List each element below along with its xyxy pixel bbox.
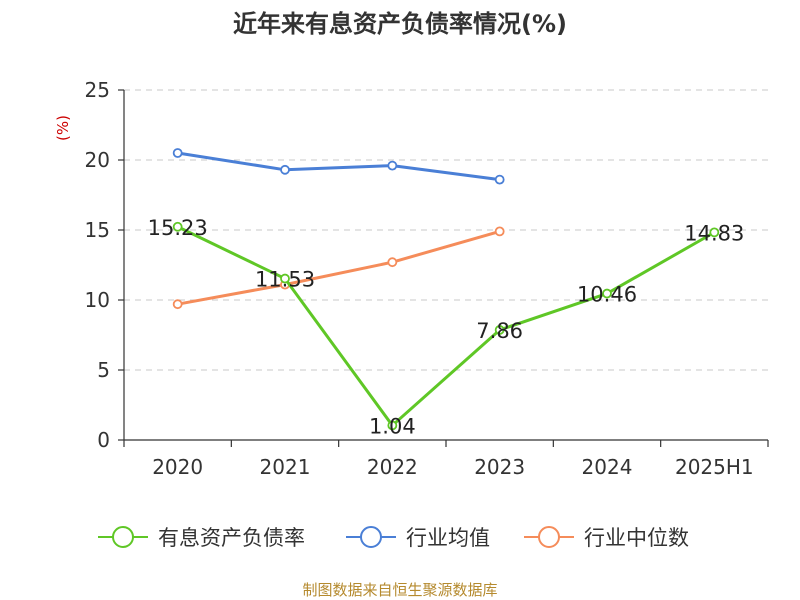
series-group: [172, 148, 720, 431]
data-point: [172, 299, 183, 310]
x-tick-label: 2020: [152, 455, 203, 479]
legend-marker: [360, 526, 382, 548]
legend-marker: [538, 526, 560, 548]
x-tick-label: 2022: [367, 455, 418, 479]
data-point: [280, 164, 290, 175]
data-label: 11.53: [255, 268, 315, 292]
legend-label: 行业中位数: [584, 526, 689, 550]
gridlines: [124, 89, 768, 371]
data-label: 1.04: [369, 414, 416, 438]
data-point: [494, 325, 505, 335]
legend-label: 行业均值: [406, 526, 490, 550]
data-labels: 15.23 11.53 1.04 7.86 10.46 14.83: [148, 216, 745, 439]
data-point: [709, 227, 720, 238]
data-point: [387, 160, 398, 171]
data-point: [172, 221, 183, 232]
data-point: [387, 420, 398, 431]
data-label: 10.46: [577, 283, 637, 307]
x-tick-label: 2023: [474, 455, 525, 479]
legend-label: 有息资产负债率: [158, 526, 305, 550]
legend-marker: [112, 526, 134, 548]
data-label: 14.83: [684, 221, 744, 245]
data-label: 15.23: [148, 216, 208, 240]
data-point: [387, 257, 398, 268]
chart-title: 近年来有息资产负债率情况(%): [233, 10, 567, 38]
data-point: [602, 288, 612, 299]
y-tick-label: 15: [85, 218, 110, 242]
data-label: 7.86: [476, 319, 523, 343]
y-tick-label: 20: [85, 148, 110, 172]
series-line: [177, 151, 500, 182]
x-tick-labels: 2020 2021 2022 2023 2024 2025H1: [152, 455, 753, 479]
x-tick-label: 2025H1: [675, 455, 754, 479]
x-tick-label: 2021: [260, 455, 311, 479]
data-point: [494, 226, 505, 237]
y-tick-label: 0: [97, 428, 110, 452]
y-tick-label: 5: [97, 358, 110, 382]
series-line: [177, 229, 501, 306]
axes: [118, 89, 769, 447]
x-tick-label: 2024: [582, 455, 633, 479]
source-note: 制图数据来自恒生聚源数据库: [302, 581, 497, 599]
legend: 有息资产负债率 行业均值 行业中位数: [98, 526, 689, 550]
y-axis-label: (%): [54, 115, 72, 141]
y-tick-labels: 0 5 10 15 20 25: [85, 78, 110, 452]
data-point: [280, 273, 290, 284]
y-tick-label: 10: [85, 288, 110, 312]
y-tick-label: 25: [85, 78, 110, 102]
data-point: [172, 148, 183, 158]
data-point: [494, 174, 505, 185]
series-line: [177, 225, 716, 427]
